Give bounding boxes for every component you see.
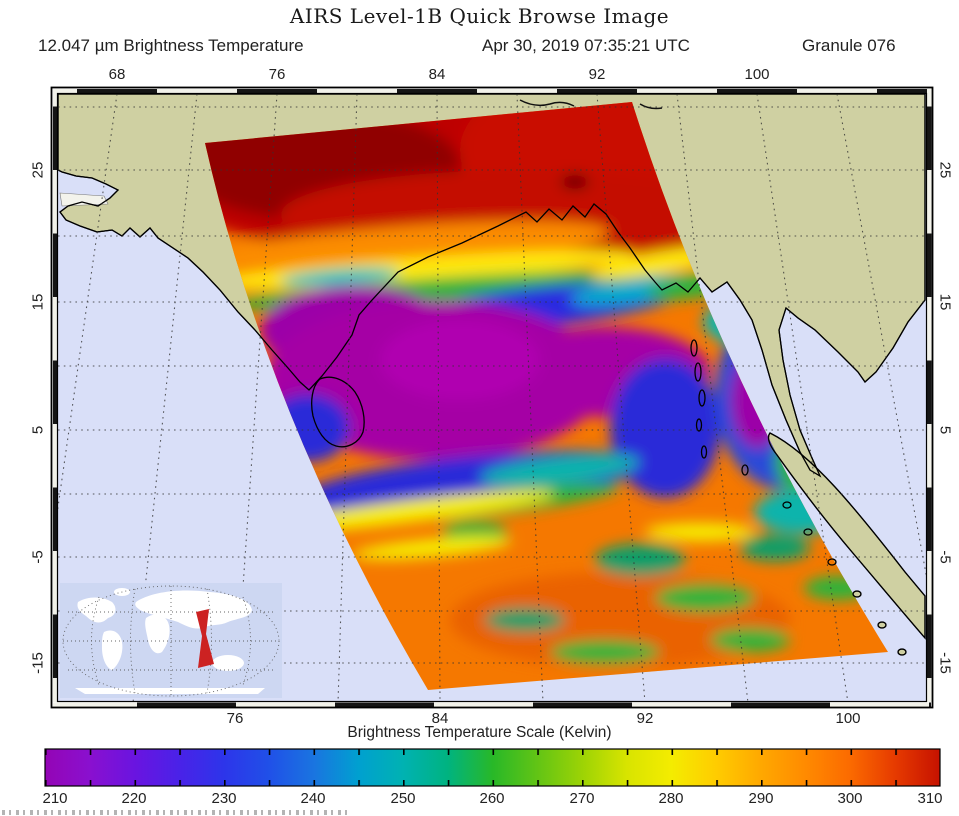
lon-label-bottom-100: 100 [835, 710, 861, 727]
cb-tick-250: 250 [390, 790, 416, 807]
subtitle-product: 12.047 µm Brightness Temperature [38, 36, 304, 55]
cb-tick-240: 240 [300, 790, 326, 807]
salt-flat [59, 192, 109, 207]
colorbar-label: Brightness Temperature Scale (Kelvin) [347, 724, 612, 741]
lat-label-right-neg15: -15 [936, 652, 954, 674]
map-area [58, 94, 926, 701]
lat-label-left-neg5: -5 [29, 550, 47, 564]
river-marks [519, 99, 663, 110]
subtitle-granule: Granule 076 [802, 36, 896, 55]
map-frame [50, 86, 934, 709]
lon-label-bottom-76: 76 [226, 710, 244, 727]
cb-tick-280: 280 [658, 790, 684, 807]
lon-label-bottom-84: 84 [431, 710, 449, 727]
inset-swath-marker [196, 609, 214, 668]
lon-label-bottom-92: 92 [636, 710, 654, 727]
lon-label-top-76: 76 [268, 66, 286, 83]
landmasses [58, 94, 926, 656]
lat-label-right-5: 5 [936, 425, 954, 435]
lon-label-top-68: 68 [108, 66, 126, 83]
cb-tick-230: 230 [211, 790, 237, 807]
lon-label-top-100: 100 [744, 66, 770, 83]
cb-tick-260: 260 [479, 790, 505, 807]
cb-tick-290: 290 [748, 790, 774, 807]
lon-label-top-84: 84 [428, 66, 446, 83]
lat-label-right-15: 15 [936, 293, 954, 311]
cb-tick-210: 210 [42, 790, 68, 807]
lat-label-right-neg5: -5 [936, 550, 954, 564]
lon-label-top-92: 92 [588, 66, 606, 83]
truncated-caption [2, 810, 347, 815]
cb-tick-300: 300 [837, 790, 863, 807]
cb-tick-270: 270 [569, 790, 595, 807]
graticule [58, 94, 926, 701]
cb-tick-220: 220 [121, 790, 147, 807]
lat-label-left-neg15: -15 [29, 652, 47, 674]
colorbar [44, 748, 941, 787]
lat-label-left-25: 25 [29, 161, 47, 179]
subtitle-datetime: Apr 30, 2019 07:35:21 UTC [482, 36, 690, 55]
cb-tick-310: 310 [917, 790, 943, 807]
inset-world-map [60, 583, 282, 698]
lat-label-right-25: 25 [936, 161, 954, 179]
page-title: AIRS Level-1B Quick Browse Image [289, 4, 670, 28]
lat-label-left-5: 5 [29, 425, 47, 435]
lat-label-left-15: 15 [29, 293, 47, 311]
